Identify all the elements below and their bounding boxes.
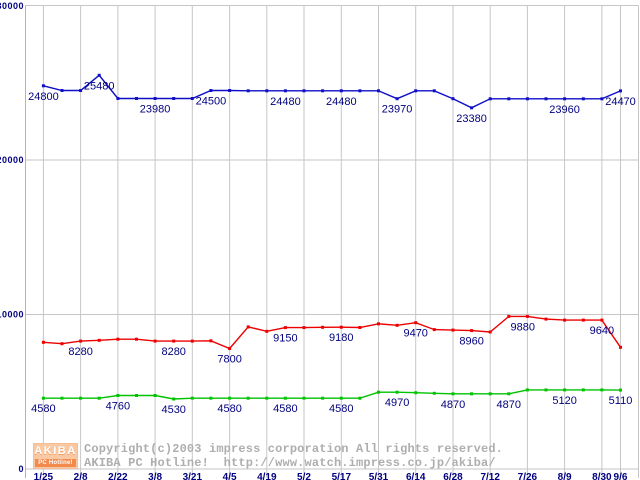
- svg-text:4870: 4870: [497, 399, 521, 411]
- x-tick-labels: 1/25 2/8 2/22 3/8 3/21 4/5 4/19 5/2 5/17 5/31 6/14…: [34, 472, 628, 480]
- svg-text:4970: 4970: [385, 397, 409, 409]
- svg-text:24480: 24480: [270, 96, 301, 108]
- series-2-red-line: [43, 315, 622, 350]
- series-1-blue-labels: 24800 25480 23980 24500 24480 24480 23970 23380…: [28, 80, 636, 125]
- svg-text:5110: 5110: [609, 395, 633, 407]
- svg-text:9150: 9150: [273, 333, 297, 345]
- svg-text:3/8: 3/8: [148, 472, 162, 480]
- logo-title: AKIBA: [34, 445, 77, 457]
- svg-text:24470: 24470: [605, 96, 636, 108]
- series-3-green-labels: 4580 4760 4530 4580 4580 4580 4970 4870 4870 5120…: [31, 395, 632, 416]
- svg-text:2/8: 2/8: [74, 472, 88, 480]
- svg-text:4580: 4580: [217, 403, 241, 415]
- copyright-line-1: Copyright(c)2003 impress corporation All…: [84, 442, 504, 456]
- svg-text:5/17: 5/17: [332, 472, 352, 480]
- y-gridlines: [25, 5, 639, 470]
- svg-text:4760: 4760: [106, 401, 130, 413]
- series-3-green-line: [43, 389, 621, 400]
- svg-text:9180: 9180: [329, 332, 353, 344]
- svg-text:4580: 4580: [273, 403, 297, 415]
- svg-text:5120: 5120: [552, 395, 576, 407]
- series-1-blue-line: [43, 74, 621, 109]
- svg-text:8280: 8280: [161, 346, 185, 358]
- svg-text:8960: 8960: [459, 336, 483, 348]
- svg-text:23380: 23380: [456, 113, 487, 125]
- svg-text:5/31: 5/31: [369, 472, 389, 480]
- series-2-red-markers: [41, 314, 622, 350]
- svg-text:9470: 9470: [403, 328, 427, 340]
- svg-text:30000: 30000: [0, 1, 24, 11]
- svg-text:7/12: 7/12: [480, 472, 500, 480]
- svg-text:25480: 25480: [84, 80, 115, 92]
- svg-text:6/28: 6/28: [443, 472, 463, 480]
- svg-text:4870: 4870: [441, 399, 465, 411]
- svg-text:4/5: 4/5: [223, 472, 237, 480]
- svg-text:4530: 4530: [161, 404, 185, 416]
- svg-text:4580: 4580: [329, 403, 353, 415]
- svg-text:23970: 23970: [382, 104, 413, 116]
- akiba-pc-hotline-logo: AKIBA PC Hotline!: [33, 443, 78, 469]
- svg-text:20000: 20000: [0, 155, 24, 165]
- svg-text:9640: 9640: [590, 325, 614, 337]
- series-2-red-labels: 8280 8280 7800 9150 9180 9470 8960 9880 9640: [68, 321, 614, 365]
- x-gridlines: [42, 5, 639, 478]
- svg-text:3/21: 3/21: [183, 472, 203, 480]
- svg-text:24800: 24800: [28, 91, 59, 103]
- svg-text:4580: 4580: [31, 403, 55, 415]
- copyright-line-2: AKIBA PC Hotline! http://www.watch.impre…: [84, 456, 496, 470]
- svg-text:8/30: 8/30: [592, 472, 612, 480]
- svg-text:7800: 7800: [217, 354, 241, 366]
- svg-text:8/9: 8/9: [558, 472, 572, 480]
- svg-text:9880: 9880: [511, 321, 535, 333]
- svg-text:24500: 24500: [196, 96, 227, 108]
- svg-text:2/22: 2/22: [108, 472, 128, 480]
- svg-text:7/26: 7/26: [518, 472, 538, 480]
- svg-text:1/25: 1/25: [34, 472, 54, 480]
- svg-text:8280: 8280: [68, 346, 92, 358]
- svg-text:0: 0: [18, 464, 24, 474]
- svg-text:23980: 23980: [140, 104, 171, 116]
- svg-text:4/19: 4/19: [257, 472, 277, 480]
- series-3-green-markers: [41, 388, 622, 401]
- svg-text:5/2: 5/2: [297, 472, 311, 480]
- logo-subtitle: PC Hotline!: [35, 459, 76, 467]
- series-1-blue-markers: [41, 73, 622, 110]
- svg-text:23960: 23960: [549, 104, 580, 116]
- svg-text:24480: 24480: [326, 96, 357, 108]
- svg-text:6/14: 6/14: [406, 472, 426, 480]
- svg-text:9/6: 9/6: [614, 472, 628, 480]
